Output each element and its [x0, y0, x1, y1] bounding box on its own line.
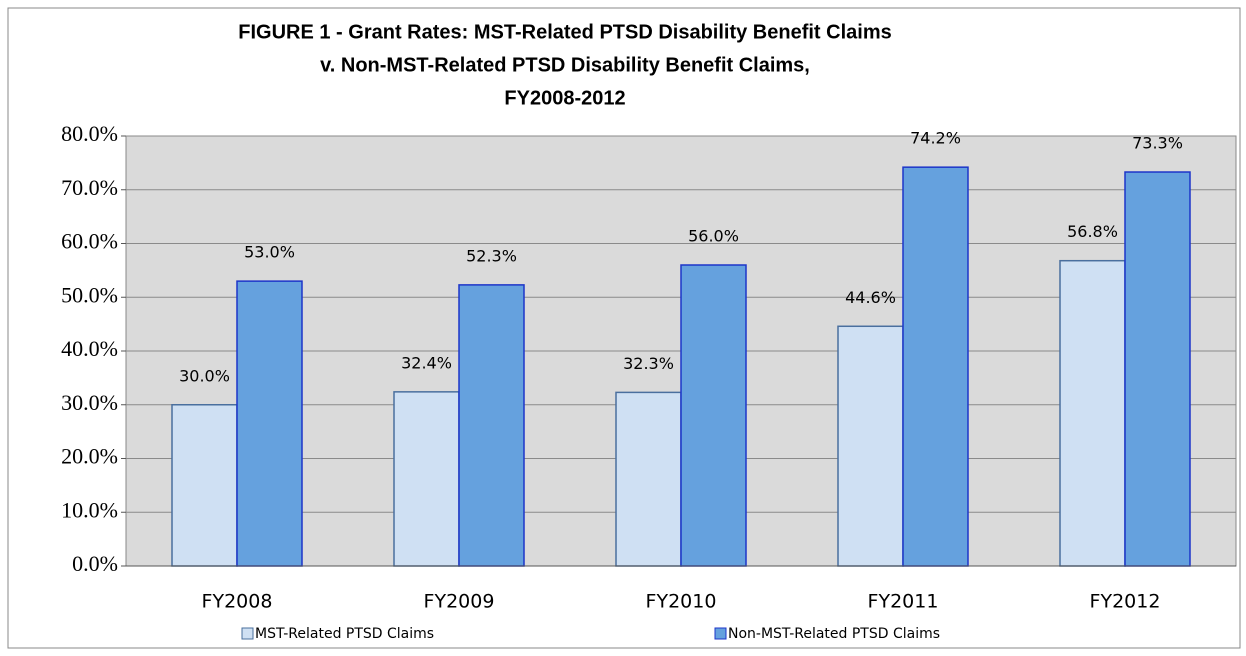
bar	[902, 166, 969, 567]
data-label: 52.3%	[466, 246, 517, 265]
y-tick-label: 50.0%	[61, 282, 118, 307]
data-label: 30.0%	[179, 366, 230, 385]
bar	[236, 280, 303, 567]
x-tick-label: FY2009	[424, 591, 495, 613]
y-tick-label: 20.0%	[61, 444, 118, 469]
chart-title: v. Non-MST-Related PTSD Disability Benef…	[320, 54, 810, 76]
chart-title: FIGURE 1 - Grant Rates: MST-Related PTSD…	[238, 21, 891, 43]
bar	[171, 404, 238, 567]
legend-swatch	[714, 627, 727, 640]
data-label: 53.0%	[244, 243, 295, 262]
bar	[1059, 259, 1126, 567]
legend-label: Non-MST-Related PTSD Claims	[728, 626, 940, 642]
bar	[837, 325, 904, 567]
y-tick-label: 30.0%	[61, 390, 118, 415]
data-label: 56.0%	[688, 227, 739, 246]
bar	[458, 284, 525, 567]
data-label: 44.6%	[845, 288, 896, 307]
y-tick-label: 40.0%	[61, 336, 118, 361]
chart-title: FY2008-2012	[504, 87, 625, 109]
y-tick-label: 80.0%	[61, 121, 118, 146]
data-label: 74.2%	[910, 129, 961, 148]
data-label: 73.3%	[1132, 134, 1183, 153]
y-tick-label: 0.0%	[72, 551, 118, 576]
bar	[1124, 171, 1191, 567]
x-tick-label: FY2011	[868, 591, 939, 613]
legend-swatch	[241, 627, 254, 640]
data-label: 56.8%	[1067, 222, 1118, 241]
data-label: 32.4%	[401, 353, 452, 372]
data-label: 32.3%	[623, 354, 674, 373]
bar	[393, 391, 460, 567]
bar	[680, 264, 747, 567]
bar	[615, 391, 682, 567]
x-tick-label: FY2012	[1090, 591, 1161, 613]
x-tick-label: FY2008	[202, 591, 273, 613]
y-tick-label: 70.0%	[61, 175, 118, 200]
legend-label: MST-Related PTSD Claims	[255, 626, 434, 642]
x-tick-label: FY2010	[646, 591, 717, 613]
y-tick-label: 10.0%	[61, 497, 118, 522]
y-tick-label: 60.0%	[61, 229, 118, 254]
